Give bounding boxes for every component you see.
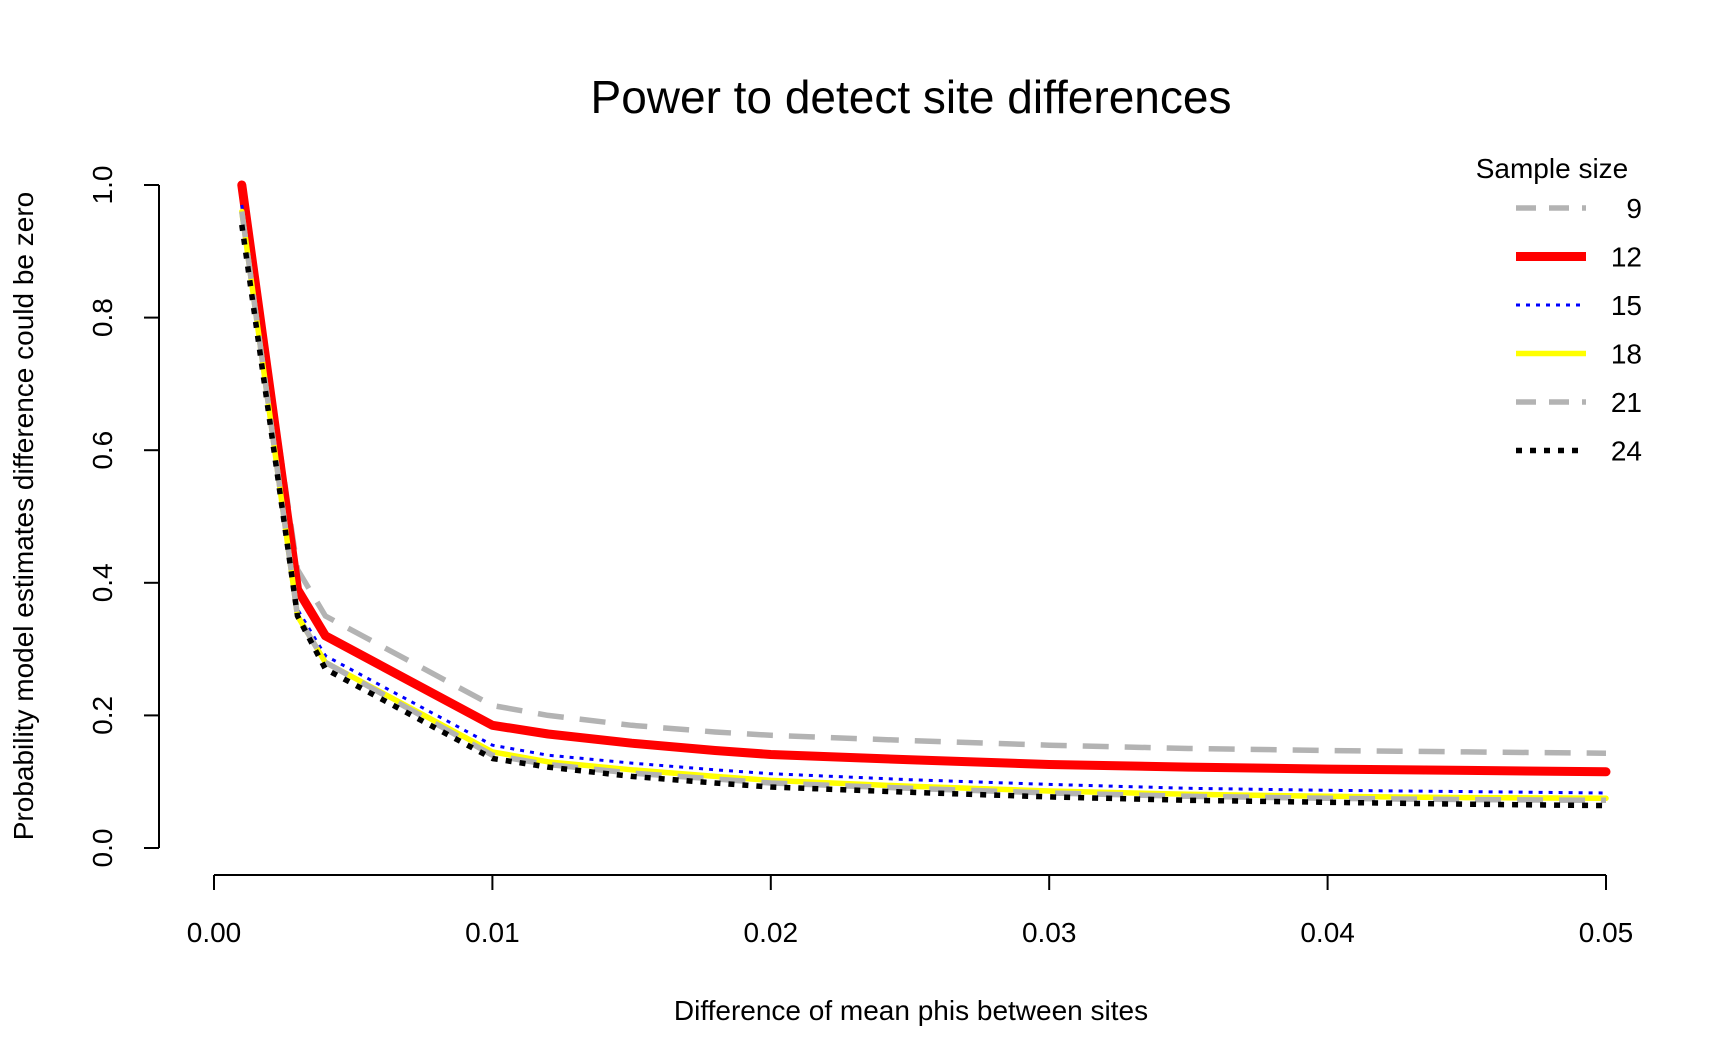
x-tick-label: 0.05 [1579, 917, 1634, 948]
y-tick-label: 0.0 [87, 829, 118, 868]
y-tick-label: 0.2 [87, 696, 118, 735]
legend-label-24: 24 [1611, 436, 1642, 467]
y-tick-label: 0.8 [87, 298, 118, 337]
axes [158, 185, 1606, 876]
y-tick-label: 0.4 [87, 563, 118, 602]
series-line-9 [239, 191, 1607, 756]
x-tick-label: 0.04 [1300, 917, 1355, 948]
y-tick-label: 0.6 [87, 431, 118, 470]
x-ticks: 0.00 0.01 0.02 0.03 0.04 0.05 [187, 875, 1634, 948]
x-axis-label: Difference of mean phis between sites [674, 995, 1148, 1026]
y-tick-label: 1.0 [87, 166, 118, 205]
series-line-24 [239, 224, 1607, 809]
legend-label-21: 21 [1611, 387, 1642, 418]
legend-title: Sample size [1476, 153, 1629, 184]
series-line-21 [239, 211, 1607, 804]
chart-title: Power to detect site differences [591, 71, 1232, 123]
series-line-12 [237, 180, 1611, 777]
x-tick-label: 0.02 [744, 917, 799, 948]
x-tick-label: 0.00 [187, 917, 242, 948]
series-line-15 [240, 204, 1607, 795]
series-line-18 [239, 208, 1609, 802]
legend-label-12: 12 [1611, 242, 1642, 273]
y-ticks: 0.0 0.2 0.4 0.6 0.8 1.0 [87, 166, 159, 868]
x-tick-label: 0.01 [465, 917, 520, 948]
series-lines [237, 180, 1611, 809]
y-axis-label: Probability model estimates difference c… [8, 192, 39, 841]
legend-label-9: 9 [1626, 193, 1642, 224]
x-tick-label: 0.03 [1022, 917, 1077, 948]
legend-label-18: 18 [1611, 339, 1642, 370]
legend-label-15: 15 [1611, 290, 1642, 321]
legend: Sample size 9 12 15 18 21 24 [1476, 153, 1642, 467]
